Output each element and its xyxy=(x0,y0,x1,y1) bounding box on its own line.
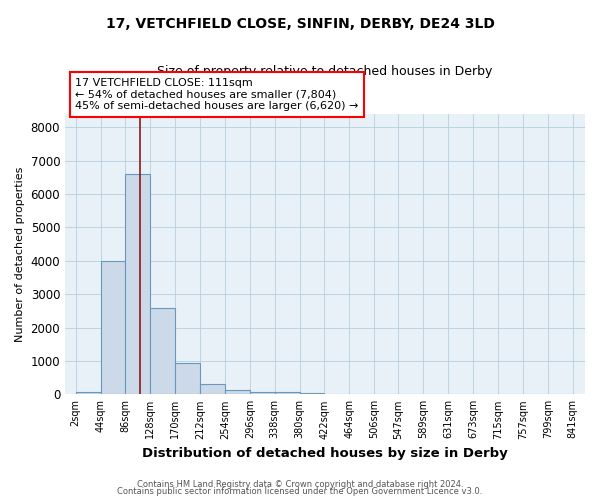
Text: 17, VETCHFIELD CLOSE, SINFIN, DERBY, DE24 3LD: 17, VETCHFIELD CLOSE, SINFIN, DERBY, DE2… xyxy=(106,18,494,32)
Text: 17 VETCHFIELD CLOSE: 111sqm
← 54% of detached houses are smaller (7,804)
45% of : 17 VETCHFIELD CLOSE: 111sqm ← 54% of det… xyxy=(76,78,359,111)
Bar xyxy=(125,174,151,394)
Bar xyxy=(275,392,299,394)
Bar xyxy=(200,384,225,394)
Bar xyxy=(151,308,175,394)
Bar xyxy=(299,392,325,394)
Bar xyxy=(175,362,200,394)
Text: Contains HM Land Registry data © Crown copyright and database right 2024.: Contains HM Land Registry data © Crown c… xyxy=(137,480,463,489)
Y-axis label: Number of detached properties: Number of detached properties xyxy=(15,166,25,342)
Text: Contains public sector information licensed under the Open Government Licence v3: Contains public sector information licen… xyxy=(118,488,482,496)
Bar xyxy=(225,390,250,394)
Title: Size of property relative to detached houses in Derby: Size of property relative to detached ho… xyxy=(157,65,493,78)
Bar xyxy=(76,392,101,394)
Bar xyxy=(250,392,275,394)
Bar xyxy=(101,261,125,394)
X-axis label: Distribution of detached houses by size in Derby: Distribution of detached houses by size … xyxy=(142,447,508,460)
